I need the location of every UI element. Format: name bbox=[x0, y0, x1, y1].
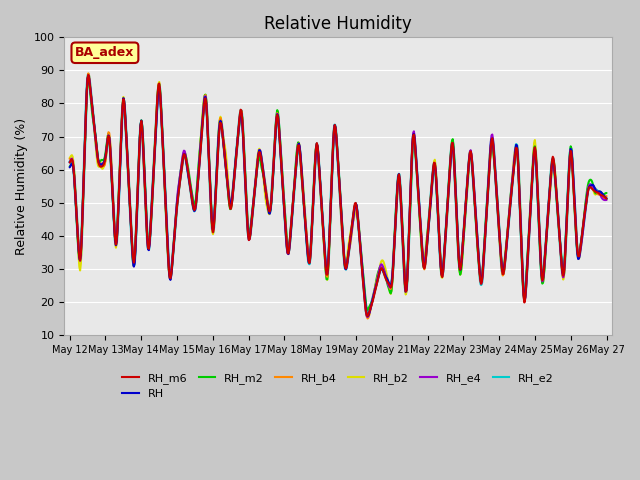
Legend: RH_m6, RH, RH_m2, RH_b4, RH_b2, RH_e4, RH_e2: RH_m6, RH, RH_m2, RH_b4, RH_b2, RH_e4, R… bbox=[118, 369, 558, 404]
Text: BA_adex: BA_adex bbox=[76, 46, 134, 59]
Title: Relative Humidity: Relative Humidity bbox=[264, 15, 412, 33]
Y-axis label: Relative Humidity (%): Relative Humidity (%) bbox=[15, 118, 28, 255]
